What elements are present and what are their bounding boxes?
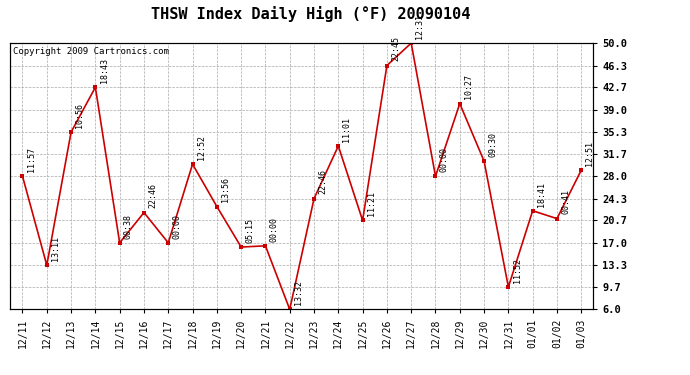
Point [41,262,52,268]
Text: Copyright 2009 Cartronics.com: Copyright 2009 Cartronics.com [13,47,169,56]
Text: 00:00: 00:00 [270,217,279,242]
Point [139,210,150,216]
Point [382,63,393,69]
Point [187,161,198,167]
Point [163,240,174,246]
Point [357,217,368,223]
Text: 11:01: 11:01 [342,117,351,142]
Point [308,196,319,202]
Text: 00:38: 00:38 [124,214,133,238]
Text: 13:32: 13:32 [294,280,303,305]
Point [17,173,28,179]
Text: 00:00: 00:00 [172,214,181,238]
Text: 18:41: 18:41 [537,182,546,207]
Text: 12:51: 12:51 [585,141,594,166]
Point [284,306,295,312]
Text: 13:11: 13:11 [51,236,60,261]
Text: 18:43: 18:43 [99,58,108,83]
Point [114,240,125,246]
Text: 22:46: 22:46 [318,170,327,195]
Text: 11:52: 11:52 [513,258,522,283]
Text: THSW Index Daily High (°F) 20090104: THSW Index Daily High (°F) 20090104 [151,6,470,22]
Point [479,158,490,164]
Point [527,208,538,214]
Point [430,173,441,179]
Point [260,243,271,249]
Text: 12:31: 12:31 [415,14,424,39]
Text: 10:56: 10:56 [75,103,84,128]
Text: 09:30: 09:30 [489,132,497,157]
Text: 00:00: 00:00 [440,147,449,172]
Point [211,204,222,210]
Point [551,216,562,222]
Point [503,284,514,290]
Point [575,167,586,173]
Point [235,244,246,250]
Point [406,40,417,46]
Text: 11:21: 11:21 [367,191,376,216]
Text: 22:45: 22:45 [391,36,400,62]
Point [454,100,465,106]
Text: 10:27: 10:27 [464,75,473,99]
Text: 13:56: 13:56 [221,177,230,203]
Text: 22:46: 22:46 [148,183,157,209]
Text: 00:41: 00:41 [561,189,570,214]
Point [66,129,77,135]
Text: 05:15: 05:15 [246,218,255,243]
Point [333,143,344,149]
Text: 12:52: 12:52 [197,135,206,160]
Point [90,84,101,90]
Text: 11:57: 11:57 [27,147,36,172]
